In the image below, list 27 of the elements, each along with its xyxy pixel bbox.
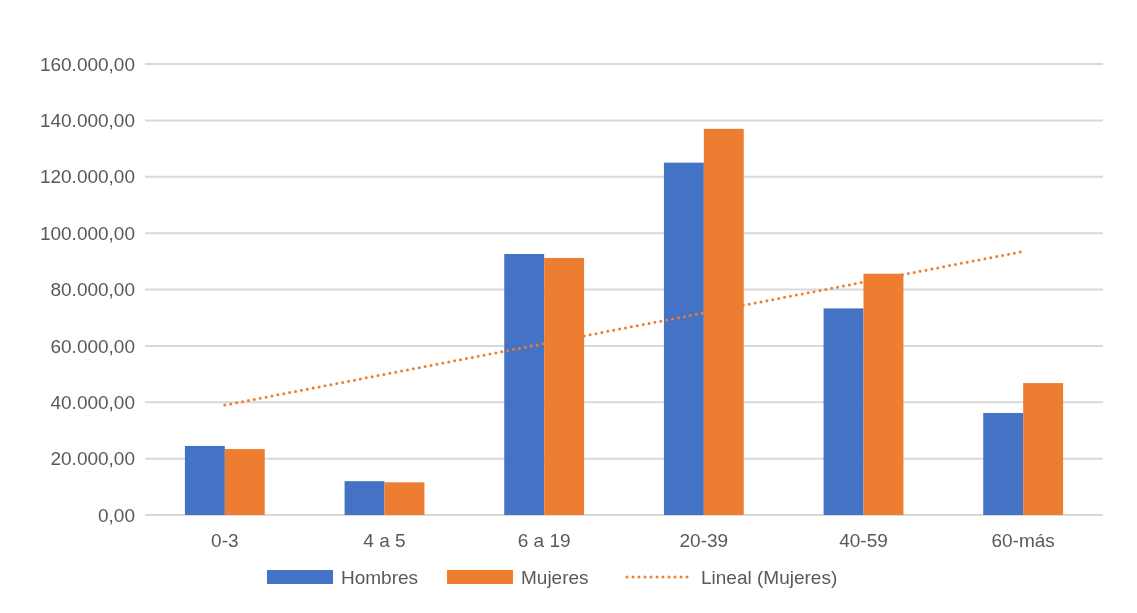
x-tick-label: 60-más	[991, 530, 1055, 551]
x-tick-label: 6 a 19	[517, 530, 571, 551]
x-tick-label: 0-3	[211, 530, 239, 551]
bar	[504, 253, 545, 515]
bar	[344, 481, 385, 515]
y-tick-label: 20.000,00	[50, 448, 135, 470]
y-tick-label: 40.000,00	[50, 391, 135, 413]
bar	[224, 449, 265, 515]
y-tick-label: 80.000,00	[50, 279, 135, 301]
bar	[384, 482, 425, 515]
bar	[184, 445, 225, 515]
legend-label: Hombres	[341, 566, 419, 588]
x-tick-label: 40-59	[839, 530, 888, 551]
y-tick-label: 120.000,00	[39, 166, 135, 188]
y-tick-label: 100.000,00	[39, 222, 135, 244]
bar	[823, 308, 864, 515]
y-tick-label: 160.000,00	[39, 53, 135, 75]
legend-label: Lineal (Mujeres)	[701, 566, 838, 588]
bar	[983, 412, 1024, 515]
y-tick-label: 0,00	[98, 504, 135, 526]
y-tick-label: 140.000,00	[39, 110, 135, 132]
bar	[663, 162, 704, 515]
x-tick-label: 20-39	[679, 530, 729, 551]
y-tick-label: 60.000,00	[50, 335, 135, 357]
legend-label: Mujeres	[521, 566, 589, 588]
x-tick-label: 4 a 5	[363, 530, 406, 551]
bar	[1023, 383, 1064, 515]
